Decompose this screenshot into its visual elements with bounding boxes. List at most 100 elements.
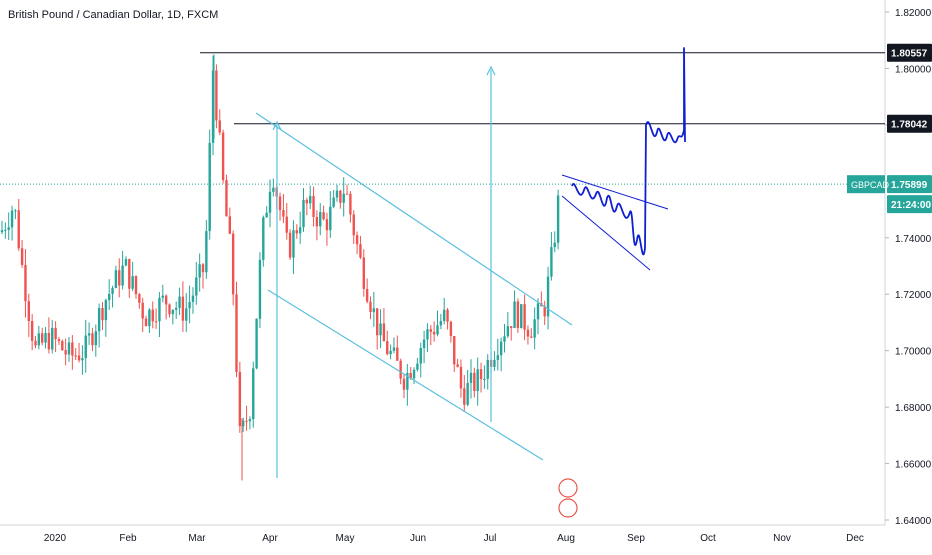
candle-body	[372, 308, 376, 312]
time-tick-label: Apr	[262, 533, 278, 544]
candle-body	[506, 326, 510, 337]
candle-body	[134, 276, 138, 295]
candle-body	[235, 294, 238, 372]
candle-body	[17, 210, 20, 249]
arrow-head-icon	[486, 65, 496, 76]
candle-body	[556, 195, 560, 243]
projected-price-path	[571, 47, 686, 256]
candle-body	[27, 301, 30, 321]
candle-body	[262, 217, 265, 260]
candle-body	[339, 190, 342, 203]
last-price-label-box	[887, 175, 932, 194]
candle-body	[329, 206, 332, 231]
candle-body	[526, 329, 530, 337]
time-tick-label: Jul	[484, 533, 497, 544]
candle-body	[67, 342, 71, 355]
candle-body	[550, 247, 553, 277]
price-tick-label: 1.80000	[895, 64, 932, 75]
candle-body	[416, 363, 419, 370]
candle-body	[144, 318, 148, 327]
candle-body	[282, 210, 285, 217]
candle-body	[164, 295, 168, 305]
candle-body	[429, 329, 432, 332]
candle-body	[459, 366, 463, 389]
candle-body	[382, 323, 386, 342]
candle-body	[463, 388, 466, 405]
candle-body	[355, 235, 359, 245]
candle-body	[77, 355, 81, 361]
candle-body	[245, 420, 248, 422]
candle-body	[493, 359, 496, 367]
stamp-ring	[558, 478, 578, 498]
candle-body	[47, 333, 51, 350]
candle-body	[319, 212, 322, 227]
candle-body	[392, 347, 396, 351]
candle-body	[466, 382, 469, 405]
time-tick-label: Nov	[773, 533, 791, 544]
candle-body	[312, 196, 315, 217]
candle-body	[530, 336, 533, 338]
candle-body	[352, 214, 355, 236]
stamp-ring	[558, 498, 578, 518]
candle-body	[111, 287, 114, 294]
candle-body	[188, 301, 191, 309]
candle-body	[345, 193, 349, 195]
candle-body	[422, 339, 426, 349]
candle-body	[332, 197, 335, 207]
candle-body	[148, 309, 151, 327]
candle-body	[439, 321, 443, 326]
candle-body	[426, 329, 429, 340]
candle-body	[64, 350, 67, 355]
candle-body	[335, 190, 339, 198]
candle-body	[456, 364, 459, 367]
candle-body	[412, 369, 416, 379]
price-tick-label: 1.68000	[895, 403, 932, 414]
candle-body	[138, 294, 141, 303]
candle-body	[84, 335, 87, 359]
candle-body	[57, 339, 61, 342]
candle-body	[453, 335, 456, 365]
candle-body	[252, 368, 255, 420]
time-tick-label: May	[336, 533, 355, 544]
candle-body	[94, 331, 97, 346]
candle-body	[376, 308, 379, 336]
level-high-label-box	[887, 43, 932, 62]
time-tick-label: 2020	[44, 533, 67, 544]
candle-body	[359, 244, 362, 258]
candle-body	[523, 304, 526, 330]
candle-body	[54, 327, 57, 340]
candle-body	[496, 355, 499, 360]
candle-body	[124, 259, 128, 266]
candle-body	[178, 296, 181, 308]
candle-body	[97, 308, 101, 332]
candle-body	[288, 232, 292, 258]
countdown-label: 21:24:00	[891, 200, 931, 211]
candle-body	[258, 259, 262, 319]
candle-body	[225, 180, 228, 217]
candle-body	[10, 210, 14, 228]
candle-body	[221, 132, 225, 181]
candle-body	[175, 307, 178, 310]
candle-body	[419, 348, 422, 364]
candle-body	[409, 372, 412, 379]
candle-body	[74, 355, 77, 357]
candle-body	[268, 191, 272, 213]
candle-body	[396, 347, 399, 361]
arrow-head-icon	[272, 120, 282, 131]
candle-body	[104, 300, 108, 321]
candle-body	[342, 193, 345, 203]
candle-body	[238, 371, 242, 427]
candle-body	[365, 288, 369, 302]
candle-body	[215, 70, 218, 121]
price-tick-label: 1.70000	[895, 347, 932, 358]
candle-body	[533, 319, 536, 338]
price-tick-label: 1.74000	[895, 234, 932, 245]
candle-body	[242, 420, 245, 427]
candle-body	[205, 231, 208, 273]
candle-body	[399, 360, 402, 379]
candle-body	[553, 242, 556, 248]
candle-body	[131, 276, 134, 289]
candle-body	[0, 230, 4, 233]
